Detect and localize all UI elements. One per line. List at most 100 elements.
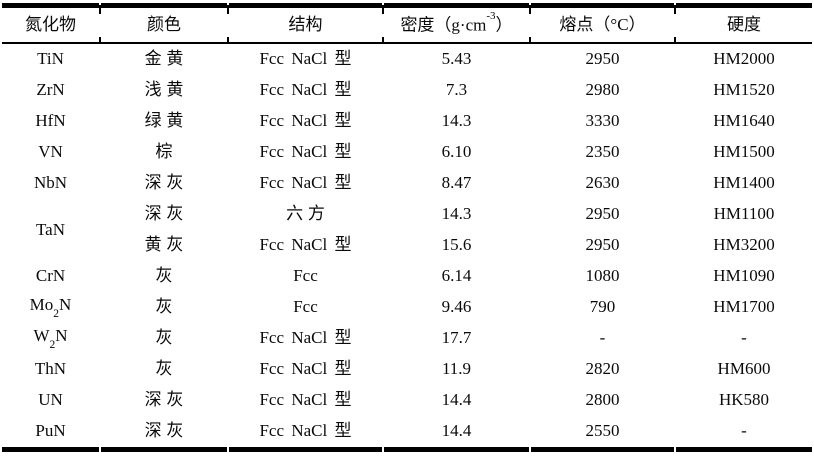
cell-color: 灰 [155,297,178,317]
cell-melting-point: 2350 [585,142,620,162]
formula-tail: N [55,326,68,346]
density-unit-suffix: ） [495,15,513,35]
cell-density: 14.4 [384,416,529,452]
cell-melting-point: 2630 [585,173,620,193]
cell-melting-point: 2980 [585,80,620,100]
cell-density: 11.9 [441,359,472,379]
cell-color: 深灰 [144,173,189,193]
cell-nitride: TaN [35,219,66,239]
cell-melting-point: 2950 [585,235,620,255]
cell-structure: Fcc NaCl 型 [259,142,352,162]
table-row-pun: PuN 深灰 Fcc NaCl 型 14.4 2550 - [2,416,812,452]
col-header-structure: 结构 [227,3,382,44]
formula-base: Mo [29,295,54,315]
cell-density: 5.43 [441,49,472,69]
cell-nitride: W2N [2,323,99,354]
cell-melting-point: 2820 [585,359,620,379]
cell-structure: Fcc NaCl 型 [259,235,352,255]
cell-nitride: PuN [2,416,99,452]
cell-hardness: HM1640 [713,111,775,131]
cell-density: 14.3 [441,111,472,131]
cell-structure: Fcc [293,266,318,286]
cell-melting-point: 2950 [585,49,620,69]
cell-color: 绿黄 [144,111,189,131]
cell-melting-point: 2550 [531,416,674,452]
cell-color: 黄灰 [144,235,189,255]
cell-nitride: Mo2N [2,292,99,323]
col-header-density: 密度（g·cm-3） [382,3,529,44]
table-row-zrn: ZrN 浅黄 Fcc NaCl 型 7.3 2980 HM1520 [2,75,812,106]
cell-melting-point: 2800 [585,390,620,410]
formula-subscript: 2 [49,339,56,352]
col-header-hardness: 硬度 [674,3,812,44]
cell-color: 浅黄 [144,80,189,100]
cell-structure: Fcc NaCl 型 [259,359,352,379]
table-row-tin: TiN 金黄 Fcc NaCl 型 5.43 2950 HM2000 [2,44,812,75]
density-unit-prefix: 密度（g·cm [400,15,487,35]
cell-density: 14.3 [441,204,472,224]
cell-color: 灰 [155,328,178,348]
formula-subscript: 2 [53,308,60,321]
table-row-w2n: W2N 灰 Fcc NaCl 型 17.7 - - [2,323,812,354]
cell-structure: Fcc NaCl 型 [259,390,352,410]
cell-density: 8.47 [441,173,472,193]
cell-color: 深灰 [144,390,189,410]
cell-hardness: HM1700 [713,297,775,317]
cell-hardness: HM2000 [713,49,775,69]
density-unit-exponent: -3 [486,9,496,22]
cell-structure: Fcc NaCl 型 [259,111,352,131]
cell-nitride: TiN [37,49,64,69]
table-row-un: UN 深灰 Fcc NaCl 型 14.4 2800 HK580 [2,385,812,416]
cell-structure: Fcc NaCl 型 [259,328,352,348]
cell-color: 灰 [155,359,178,379]
cell-melting-point: 790 [589,297,616,317]
cell-color: 深灰 [144,204,189,224]
cell-hardness: HK580 [718,390,770,410]
cell-structure: Fcc [293,297,318,317]
cell-structure: Fcc NaCl 型 [229,416,382,452]
cell-nitride: NbN [33,173,68,193]
cell-melting-point: - [599,328,606,348]
cell-density: 6.14 [441,266,472,286]
cell-nitride: ZrN [36,80,65,100]
col-header-melting-point: 熔点（°C） [529,3,674,44]
cell-nitride: HfN [35,111,66,131]
cell-color: 灰 [155,266,178,286]
nitride-properties-table: 氮化物 颜色 结构 密度（g·cm-3） 熔点（°C） 硬度 TiN 金黄 Fc… [0,3,814,452]
cell-hardness: HM1520 [713,80,775,100]
table-row-crn: CrN 灰 Fcc 6.14 1080 HM1090 [2,261,812,292]
cell-density: 6.10 [441,142,472,162]
formula-tail: N [59,295,72,315]
cell-color: 深灰 [101,416,227,452]
cell-nitride: UN [38,390,63,410]
col-header-nitride: 氮化物 [2,3,99,44]
cell-density: 7.3 [445,80,468,100]
cell-nitride: ThN [34,359,67,379]
cell-structure: 六方 [286,204,330,224]
table-row-tan-2: 黄灰 Fcc NaCl 型 15.6 2950 HM3200 [2,230,812,261]
cell-density: 15.6 [441,235,472,255]
cell-hardness: HM600 [717,359,771,379]
cell-melting-point: 2950 [585,204,620,224]
cell-hardness: HM1090 [713,266,775,286]
cell-hardness: - [741,328,747,348]
cell-melting-point: 3330 [585,111,620,131]
cell-hardness: HM1400 [713,173,775,193]
table-row-tan-1: TaN 深灰 六方 14.3 2950 HM1100 [2,199,812,238]
cell-structure: Fcc NaCl 型 [259,80,352,100]
cell-melting-point: 1080 [585,266,620,286]
table-row-mo2n: Mo2N 灰 Fcc 9.46 790 HM1700 [2,292,812,323]
table-row-nbn: NbN 深灰 Fcc NaCl 型 8.47 2630 HM1400 [2,168,812,199]
cell-nitride: CrN [35,266,66,286]
header-row: 氮化物 颜色 结构 密度（g·cm-3） 熔点（°C） 硬度 [2,3,812,44]
cell-color: 金黄 [144,49,189,69]
cell-density: 9.46 [441,297,472,317]
table-row-thn: ThN 灰 Fcc NaCl 型 11.9 2820 HM600 [2,354,812,385]
cell-density: 17.7 [441,328,472,348]
cell-hardness: HM1500 [713,142,775,162]
col-header-color: 颜色 [99,3,227,44]
cell-density: 14.4 [441,390,472,410]
cell-hardness: - [676,416,812,452]
table-row-hfn: HfN 绿黄 Fcc NaCl 型 14.3 3330 HM1640 [2,106,812,137]
